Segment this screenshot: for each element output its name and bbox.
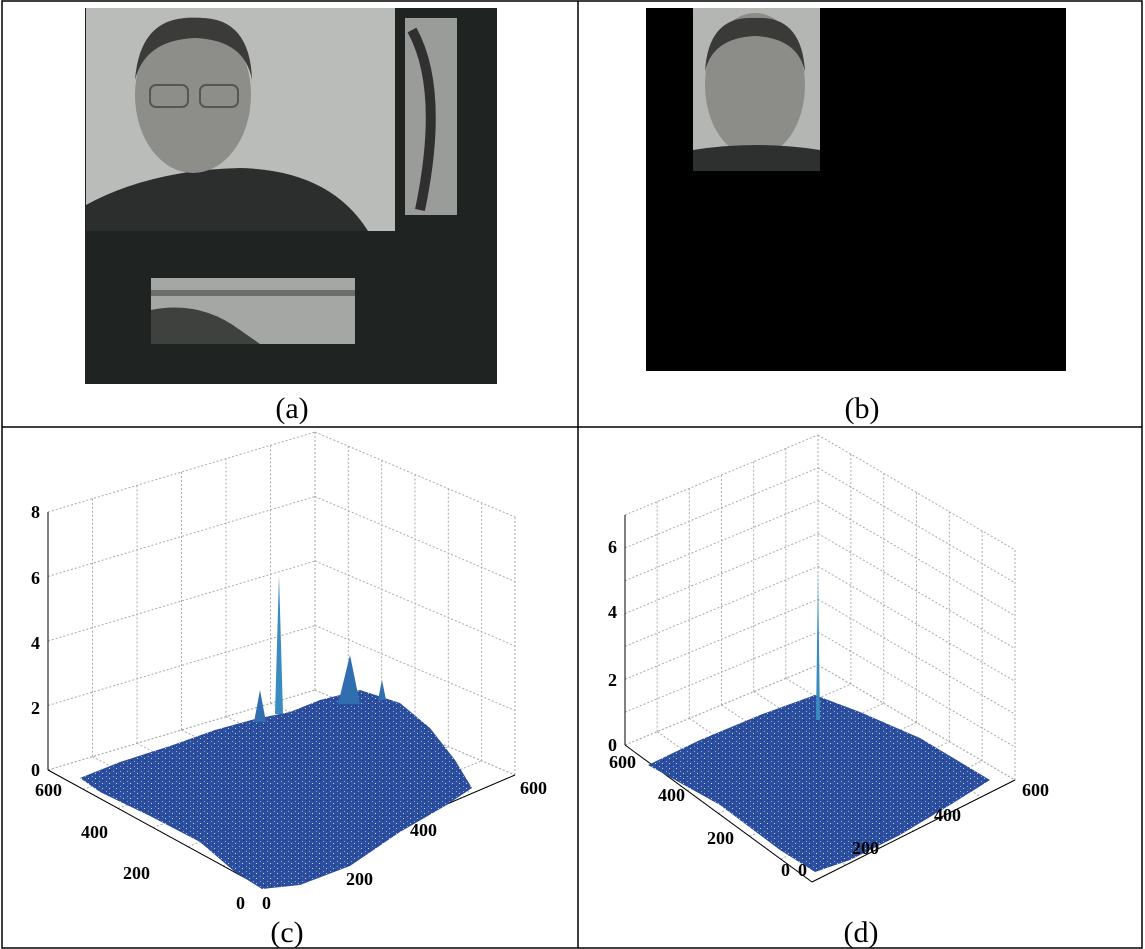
caption: (b) — [845, 392, 880, 425]
surface-c — [80, 575, 472, 889]
z-tick: 2 — [31, 698, 40, 718]
axis-tick: 600 — [609, 752, 636, 772]
axis-tick: 0 — [781, 860, 790, 880]
caption: (a) — [275, 392, 308, 425]
axis-tick: 200 — [707, 828, 734, 848]
axis-tick: 200 — [346, 869, 373, 889]
grid-line — [314, 431, 516, 518]
grid-line — [47, 625, 316, 706]
axis-tick: 400 — [658, 785, 685, 805]
grid-line — [817, 533, 1016, 650]
grid-line — [314, 496, 516, 582]
grid-line — [624, 533, 819, 615]
z-tick: 2 — [608, 670, 617, 690]
z-tick: 0 — [608, 735, 617, 755]
grid-line — [47, 496, 316, 577]
caption: (c) — [270, 916, 303, 949]
caption: (d) — [844, 916, 879, 949]
z-tick: 4 — [608, 602, 617, 622]
grid-line — [624, 565, 819, 647]
grid-line — [624, 664, 819, 746]
axis-tick: 600 — [520, 778, 547, 798]
grid-line — [47, 431, 316, 513]
axis-tick: 0 — [262, 893, 271, 913]
axis-tick: 600 — [35, 780, 62, 800]
grid-line — [817, 565, 1016, 682]
grid-line — [47, 560, 316, 642]
grid-line — [47, 689, 316, 771]
z-tick: 6 — [31, 568, 40, 588]
z-tick: 6 — [608, 537, 617, 557]
axis-tick: 400 — [81, 822, 108, 842]
grid-line — [624, 598, 819, 680]
axis-tick: 400 — [934, 805, 961, 825]
image-b — [646, 8, 1066, 371]
grid-line — [624, 631, 819, 713]
grid-line — [314, 560, 516, 647]
grid-line — [624, 500, 819, 582]
image-a — [85, 8, 497, 384]
grid-line — [624, 467, 819, 549]
axis-tick: 400 — [410, 820, 437, 840]
grid-line — [624, 434, 819, 516]
axis-tick: 200 — [852, 838, 879, 858]
axis-line — [47, 769, 259, 886]
z-tick: 8 — [31, 502, 40, 522]
axis-tick: 0 — [236, 893, 245, 913]
axis-line — [811, 779, 1016, 883]
axis-tick: 0 — [798, 860, 807, 880]
axis-tick: 200 — [123, 863, 150, 883]
z-tick: 4 — [31, 633, 40, 653]
grid-line — [314, 625, 516, 711]
z-tick: 0 — [31, 760, 40, 780]
surface-d — [648, 570, 990, 872]
axis-tick: 600 — [1022, 780, 1049, 800]
